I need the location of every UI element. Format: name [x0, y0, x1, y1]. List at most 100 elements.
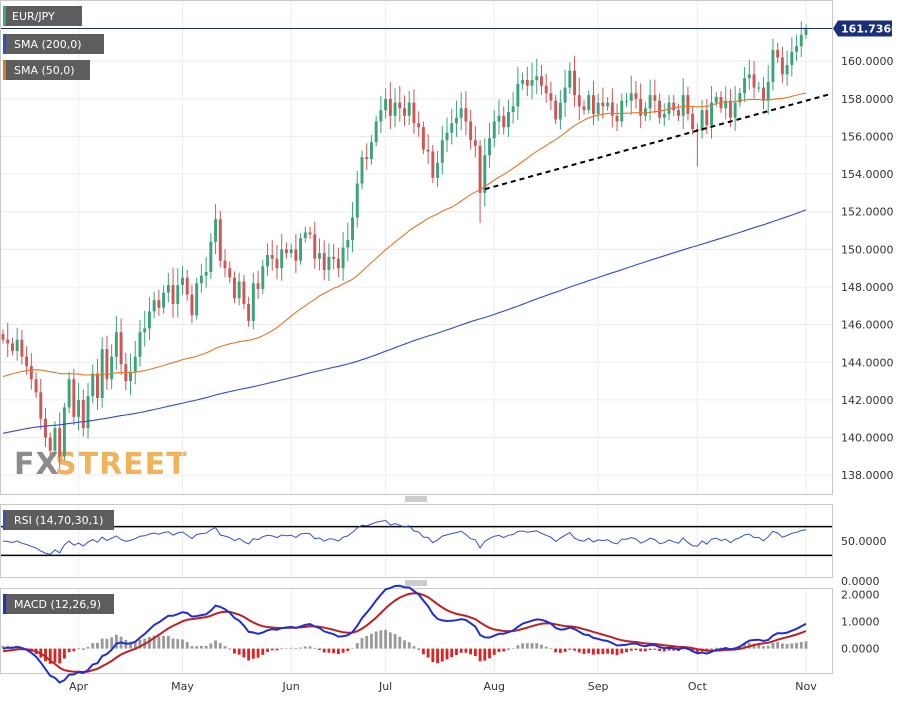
candle-body	[450, 123, 454, 133]
candle-body	[62, 407, 66, 457]
candle-body	[332, 256, 336, 259]
legend-symbol[interactable]: EUR/JPY	[3, 6, 82, 26]
candle-body	[530, 80, 534, 86]
candle-down	[591, 80, 595, 126]
macd-histogram-bar	[133, 641, 137, 649]
candle-body	[403, 108, 406, 116]
rsi-tick-label: 50.0000	[841, 535, 887, 548]
candle-up	[506, 99, 510, 137]
candle-body	[516, 83, 520, 107]
candle-down	[412, 89, 416, 134]
macd-histogram-bar	[332, 648, 336, 654]
candle-down	[780, 46, 784, 83]
candle-down	[426, 134, 430, 164]
candle-body	[181, 277, 184, 286]
candle-body	[129, 371, 132, 382]
candle-up	[662, 103, 666, 127]
macd-histogram-bar	[776, 642, 780, 649]
candle-body	[747, 74, 751, 79]
macd-histogram-bar	[110, 637, 114, 649]
macd-histogram-bar	[790, 643, 794, 649]
macd-histogram-bar	[459, 648, 463, 653]
candle-body	[785, 64, 789, 75]
candle-down	[464, 91, 468, 136]
candle-body	[563, 87, 567, 103]
macd-histogram-bar	[568, 648, 572, 650]
candle-body	[615, 115, 619, 122]
candle-up	[563, 69, 567, 117]
candle-body	[96, 373, 99, 399]
candle-up	[369, 134, 373, 165]
candle-down	[157, 289, 161, 316]
rsi-label: RSI (14,70,30,1)	[14, 514, 103, 527]
candle-body	[166, 285, 170, 293]
candle-body	[625, 100, 628, 102]
candle-body	[502, 115, 506, 128]
month-tick-label: Aug	[484, 680, 505, 693]
candle-down	[185, 269, 189, 301]
candle-body	[209, 241, 213, 272]
legend-rsi[interactable]: RSI (14,70,30,1)	[3, 510, 114, 530]
candle-body	[714, 96, 718, 103]
macd-histogram-bar	[653, 648, 657, 650]
candle-up	[237, 272, 241, 306]
macd-histogram-bar	[455, 648, 458, 655]
macd-histogram-bar	[336, 648, 340, 655]
candle-down	[686, 86, 690, 121]
candle-down	[1, 329, 5, 344]
legend-sma200[interactable]: SMA (200,0)	[3, 34, 104, 54]
candle-body	[521, 80, 525, 84]
macd-histogram-bar	[407, 642, 411, 649]
month-tick-label: Oct	[688, 680, 708, 693]
rsi-resize-handle[interactable]	[405, 496, 427, 502]
macd-histogram-bar	[795, 642, 798, 649]
rsi-layer: 50.0000 0.0000	[1, 519, 887, 588]
macd-resize-handle[interactable]	[405, 580, 427, 586]
macd-histogram-bar	[228, 648, 232, 650]
macd-histogram-bar	[360, 638, 364, 649]
candle-body	[681, 95, 685, 116]
candle-up	[166, 272, 170, 303]
macd-histogram-bar	[176, 639, 180, 649]
candle-up	[629, 75, 633, 115]
candle-up	[384, 88, 388, 119]
macd-histogram-bar	[256, 648, 260, 658]
candle-up	[379, 95, 383, 133]
candle-body	[544, 85, 548, 94]
candle-body	[34, 379, 38, 393]
macd-histogram-bar	[587, 648, 591, 654]
price-y-axis: 138.0000 140.0000 142.0000 144.0000 146.0000…	[841, 55, 894, 482]
candle-body	[379, 110, 383, 122]
price-tick-label: 138.0000	[841, 469, 894, 482]
candle-down	[502, 106, 506, 135]
candle-body	[256, 283, 260, 289]
candle-body	[506, 112, 510, 128]
candle-up	[558, 90, 562, 130]
candle-body	[77, 399, 81, 417]
candle-up	[110, 344, 114, 390]
macd-histogram-bar	[497, 648, 501, 653]
candle-body	[58, 428, 62, 457]
macd-histogram-bar	[72, 648, 76, 652]
candle-body	[247, 303, 251, 321]
macd-histogram-bar	[473, 648, 477, 657]
candle-up	[152, 291, 156, 319]
macd-histogram-bar	[44, 648, 47, 662]
candle-body	[242, 281, 246, 304]
candle-down	[228, 261, 232, 283]
candle-body	[554, 100, 558, 120]
candle-up	[360, 150, 364, 189]
candle-down	[81, 389, 85, 437]
candle-down	[242, 275, 246, 309]
macd-histogram-bar	[516, 645, 520, 649]
candle-body	[492, 121, 496, 139]
legend-macd[interactable]: MACD (12,26,9)	[3, 594, 114, 614]
last-price-tag	[833, 20, 892, 37]
candle-up	[530, 62, 534, 100]
candle-body	[648, 95, 652, 109]
macd-histogram-bar	[218, 643, 222, 649]
candle-body	[284, 249, 288, 254]
legend-sma50[interactable]: SMA (50,0)	[3, 60, 90, 80]
svg-text:FX: FX	[14, 447, 60, 482]
candle-body	[322, 253, 326, 271]
